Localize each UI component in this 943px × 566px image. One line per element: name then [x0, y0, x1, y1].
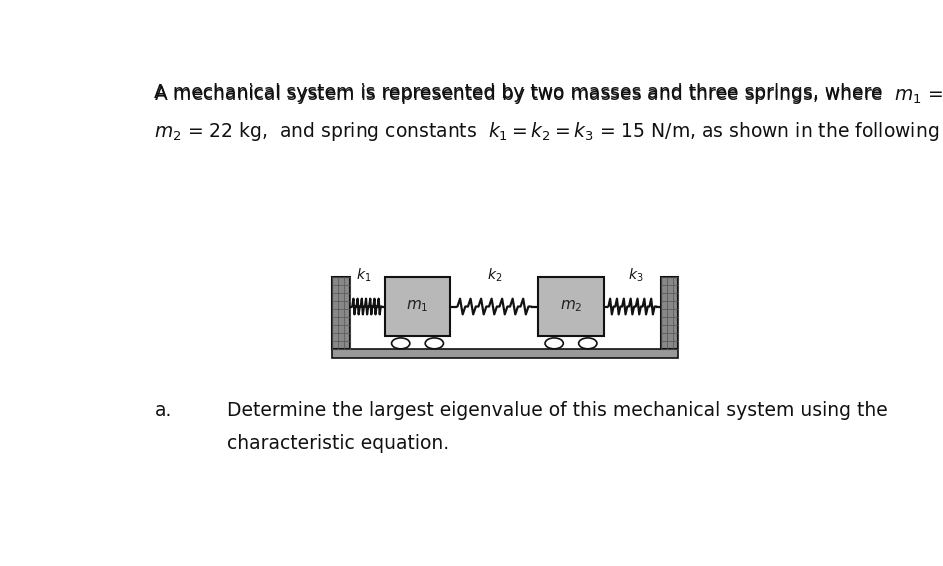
Text: $k_2$: $k_2$ [487, 267, 502, 284]
Text: Determine the largest eigenvalue of this mechanical system using the: Determine the largest eigenvalue of this… [227, 401, 888, 421]
Text: $k_3$: $k_3$ [628, 267, 644, 284]
Text: $k_1$: $k_1$ [356, 267, 372, 284]
Text: A mechanical system is represented by two masses and three springs, where  $m_1$: A mechanical system is represented by tw… [155, 83, 943, 106]
Bar [332, 349, 678, 358]
Circle shape [579, 338, 597, 349]
Bar [332, 277, 350, 349]
Circle shape [391, 338, 410, 349]
Circle shape [425, 338, 443, 349]
Text: $m_2$: $m_2$ [560, 299, 582, 314]
Text: $m_1$: $m_1$ [406, 299, 429, 314]
Text: A mechanical system is represented by two masses and three springs, where: A mechanical system is represented by tw… [155, 83, 895, 102]
Bar [385, 277, 451, 336]
Bar [538, 277, 604, 336]
Circle shape [545, 338, 563, 349]
Text: characteristic equation.: characteristic equation. [227, 434, 450, 453]
Text: $m_2$ = 22 kg,  and spring constants  $k_1 = k_2 = k_3$ = 15 N/m, as shown in th: $m_2$ = 22 kg, and spring constants $k_1… [155, 120, 943, 143]
Bar [661, 277, 678, 349]
Text: a.: a. [155, 401, 172, 421]
